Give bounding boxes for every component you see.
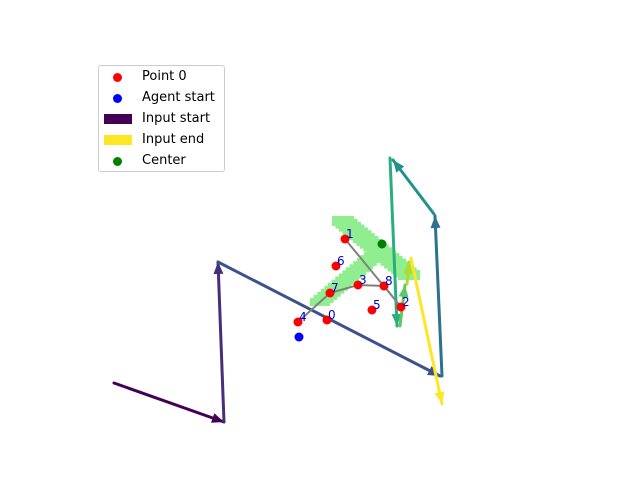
point-marker (353, 280, 363, 290)
legend-item-agent-start: Agent start (99, 89, 226, 110)
input-arrow-head (402, 262, 413, 275)
agent-start-marker (294, 332, 304, 342)
legend-label: Input start (142, 111, 211, 126)
legend-label: Center (142, 153, 186, 168)
legend-label: Agent start (142, 90, 215, 105)
point-label: 6 (337, 254, 345, 268)
point-path (297, 238, 402, 323)
legend-swatch-input-end (104, 135, 132, 145)
input-arrow (388, 156, 399, 328)
point-label: 4 (299, 310, 307, 324)
point-layer: 0 1 2 3 4 5 6 7 8 (293, 227, 410, 342)
point-label: 3 (359, 273, 367, 287)
center-marker (377, 239, 387, 249)
input-arrow-head (393, 160, 405, 173)
legend-swatch-agent-start (113, 94, 122, 103)
legend-item-input-start: Input start (99, 110, 226, 131)
point-marker (340, 234, 350, 244)
point-marker (322, 315, 332, 325)
input-arrow-head (213, 262, 224, 275)
legend-swatch-input-start (104, 114, 132, 124)
legend-label: Input end (142, 132, 205, 147)
input-arrow (112, 381, 226, 424)
legend-item-point-0: Point 0 (99, 68, 226, 89)
point-marker (367, 305, 377, 315)
point-label: 2 (402, 295, 410, 309)
input-arrow-head (391, 313, 402, 326)
input-arrow (433, 214, 444, 378)
point-label: 5 (373, 298, 381, 312)
point-label: 7 (331, 281, 339, 295)
point-marker (293, 317, 303, 327)
point-marker (325, 288, 335, 298)
point-label: 8 (385, 274, 393, 288)
legend-item-center: Center (99, 152, 226, 173)
point-marker (396, 302, 406, 312)
point-label: 0 (328, 308, 336, 322)
point-marker (331, 261, 341, 271)
input-arrow (409, 256, 444, 406)
input-arrow-layer (112, 156, 445, 424)
input-arrow-head (398, 285, 409, 298)
legend: Point 0 Agent start Input start Input en… (98, 65, 225, 172)
input-arrow-head (434, 391, 445, 404)
legend-item-input-end: Input end (99, 131, 226, 152)
legend-swatch-point-0 (113, 73, 122, 82)
point-label: 1 (346, 227, 354, 241)
input-arrow (216, 260, 226, 424)
legend-label: Point 0 (142, 69, 187, 84)
point-path-layer (297, 238, 402, 323)
input-arrow-head (430, 216, 441, 229)
input-arrow-head (211, 413, 224, 423)
legend-swatch-center (113, 157, 122, 166)
point-marker (379, 281, 389, 291)
